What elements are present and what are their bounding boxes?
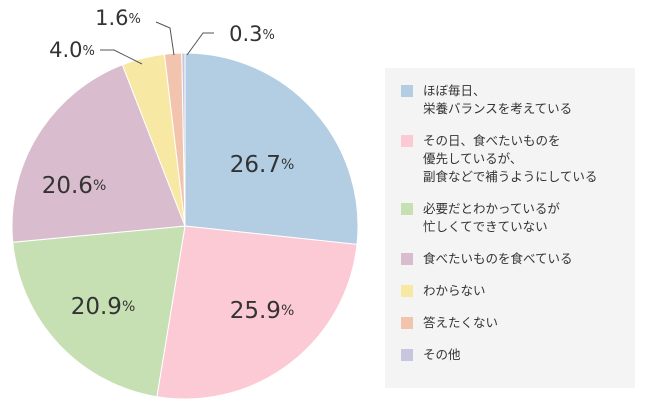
legend-item-3: 必要だとわかっているが 忙しくてできていない bbox=[401, 200, 625, 236]
slice-value-label-4: 20.6% bbox=[42, 173, 107, 199]
legend-swatch bbox=[401, 285, 413, 297]
legend-item-7: その他 bbox=[401, 346, 625, 364]
legend-label: その日、食べたいものを 優先しているが、 副食などで補うようにしている bbox=[423, 133, 598, 184]
legend: ほぼ毎日、 栄養バランスを考えているその日、食べたいものを 優先しているが、 副… bbox=[385, 68, 635, 388]
legend-item-1: ほぼ毎日、 栄養バランスを考えている bbox=[401, 82, 625, 118]
legend-item-5: わからない bbox=[401, 282, 625, 300]
leader-line-6 bbox=[155, 21, 175, 56]
slice-value-label-1: 26.7% bbox=[230, 152, 295, 178]
pie-slice-2 bbox=[156, 225, 358, 400]
slice-value-label-6: 1.6% bbox=[95, 6, 141, 30]
legend-label: ほぼ毎日、 栄養バランスを考えている bbox=[423, 83, 573, 116]
legend-swatch bbox=[401, 85, 413, 97]
slice-value-label-2: 25.9% bbox=[230, 298, 295, 324]
slice-value-label-5: 4.0% bbox=[49, 38, 95, 62]
legend-item-6: 答えたくない bbox=[401, 314, 625, 332]
slice-value-label-7: 0.3% bbox=[229, 22, 275, 46]
legend-swatch bbox=[401, 203, 413, 215]
leader-line-5 bbox=[100, 49, 143, 65]
legend-label: その他 bbox=[423, 347, 461, 362]
pie-slice-7 bbox=[181, 52, 186, 227]
legend-label: 答えたくない bbox=[423, 315, 499, 330]
legend-swatch bbox=[401, 349, 413, 361]
pie-slice-1 bbox=[184, 52, 359, 245]
pie-slice-3 bbox=[12, 225, 186, 398]
pie-slice-4 bbox=[11, 64, 186, 243]
legend-swatch bbox=[401, 253, 413, 265]
legend-swatch bbox=[401, 135, 413, 147]
legend-item-2: その日、食べたいものを 優先しているが、 副食などで補うようにしている bbox=[401, 132, 625, 186]
legend-label: 食べたいものを食べている bbox=[423, 251, 573, 266]
legend-label: わからない bbox=[423, 283, 486, 298]
legend-swatch bbox=[401, 317, 413, 329]
legend-item-4: 食べたいものを食べている bbox=[401, 250, 625, 268]
leader-line-7 bbox=[186, 32, 214, 56]
legend-label: 必要だとわかっているが 忙しくてできていない bbox=[423, 201, 560, 234]
slice-value-label-3: 20.9% bbox=[71, 294, 136, 320]
